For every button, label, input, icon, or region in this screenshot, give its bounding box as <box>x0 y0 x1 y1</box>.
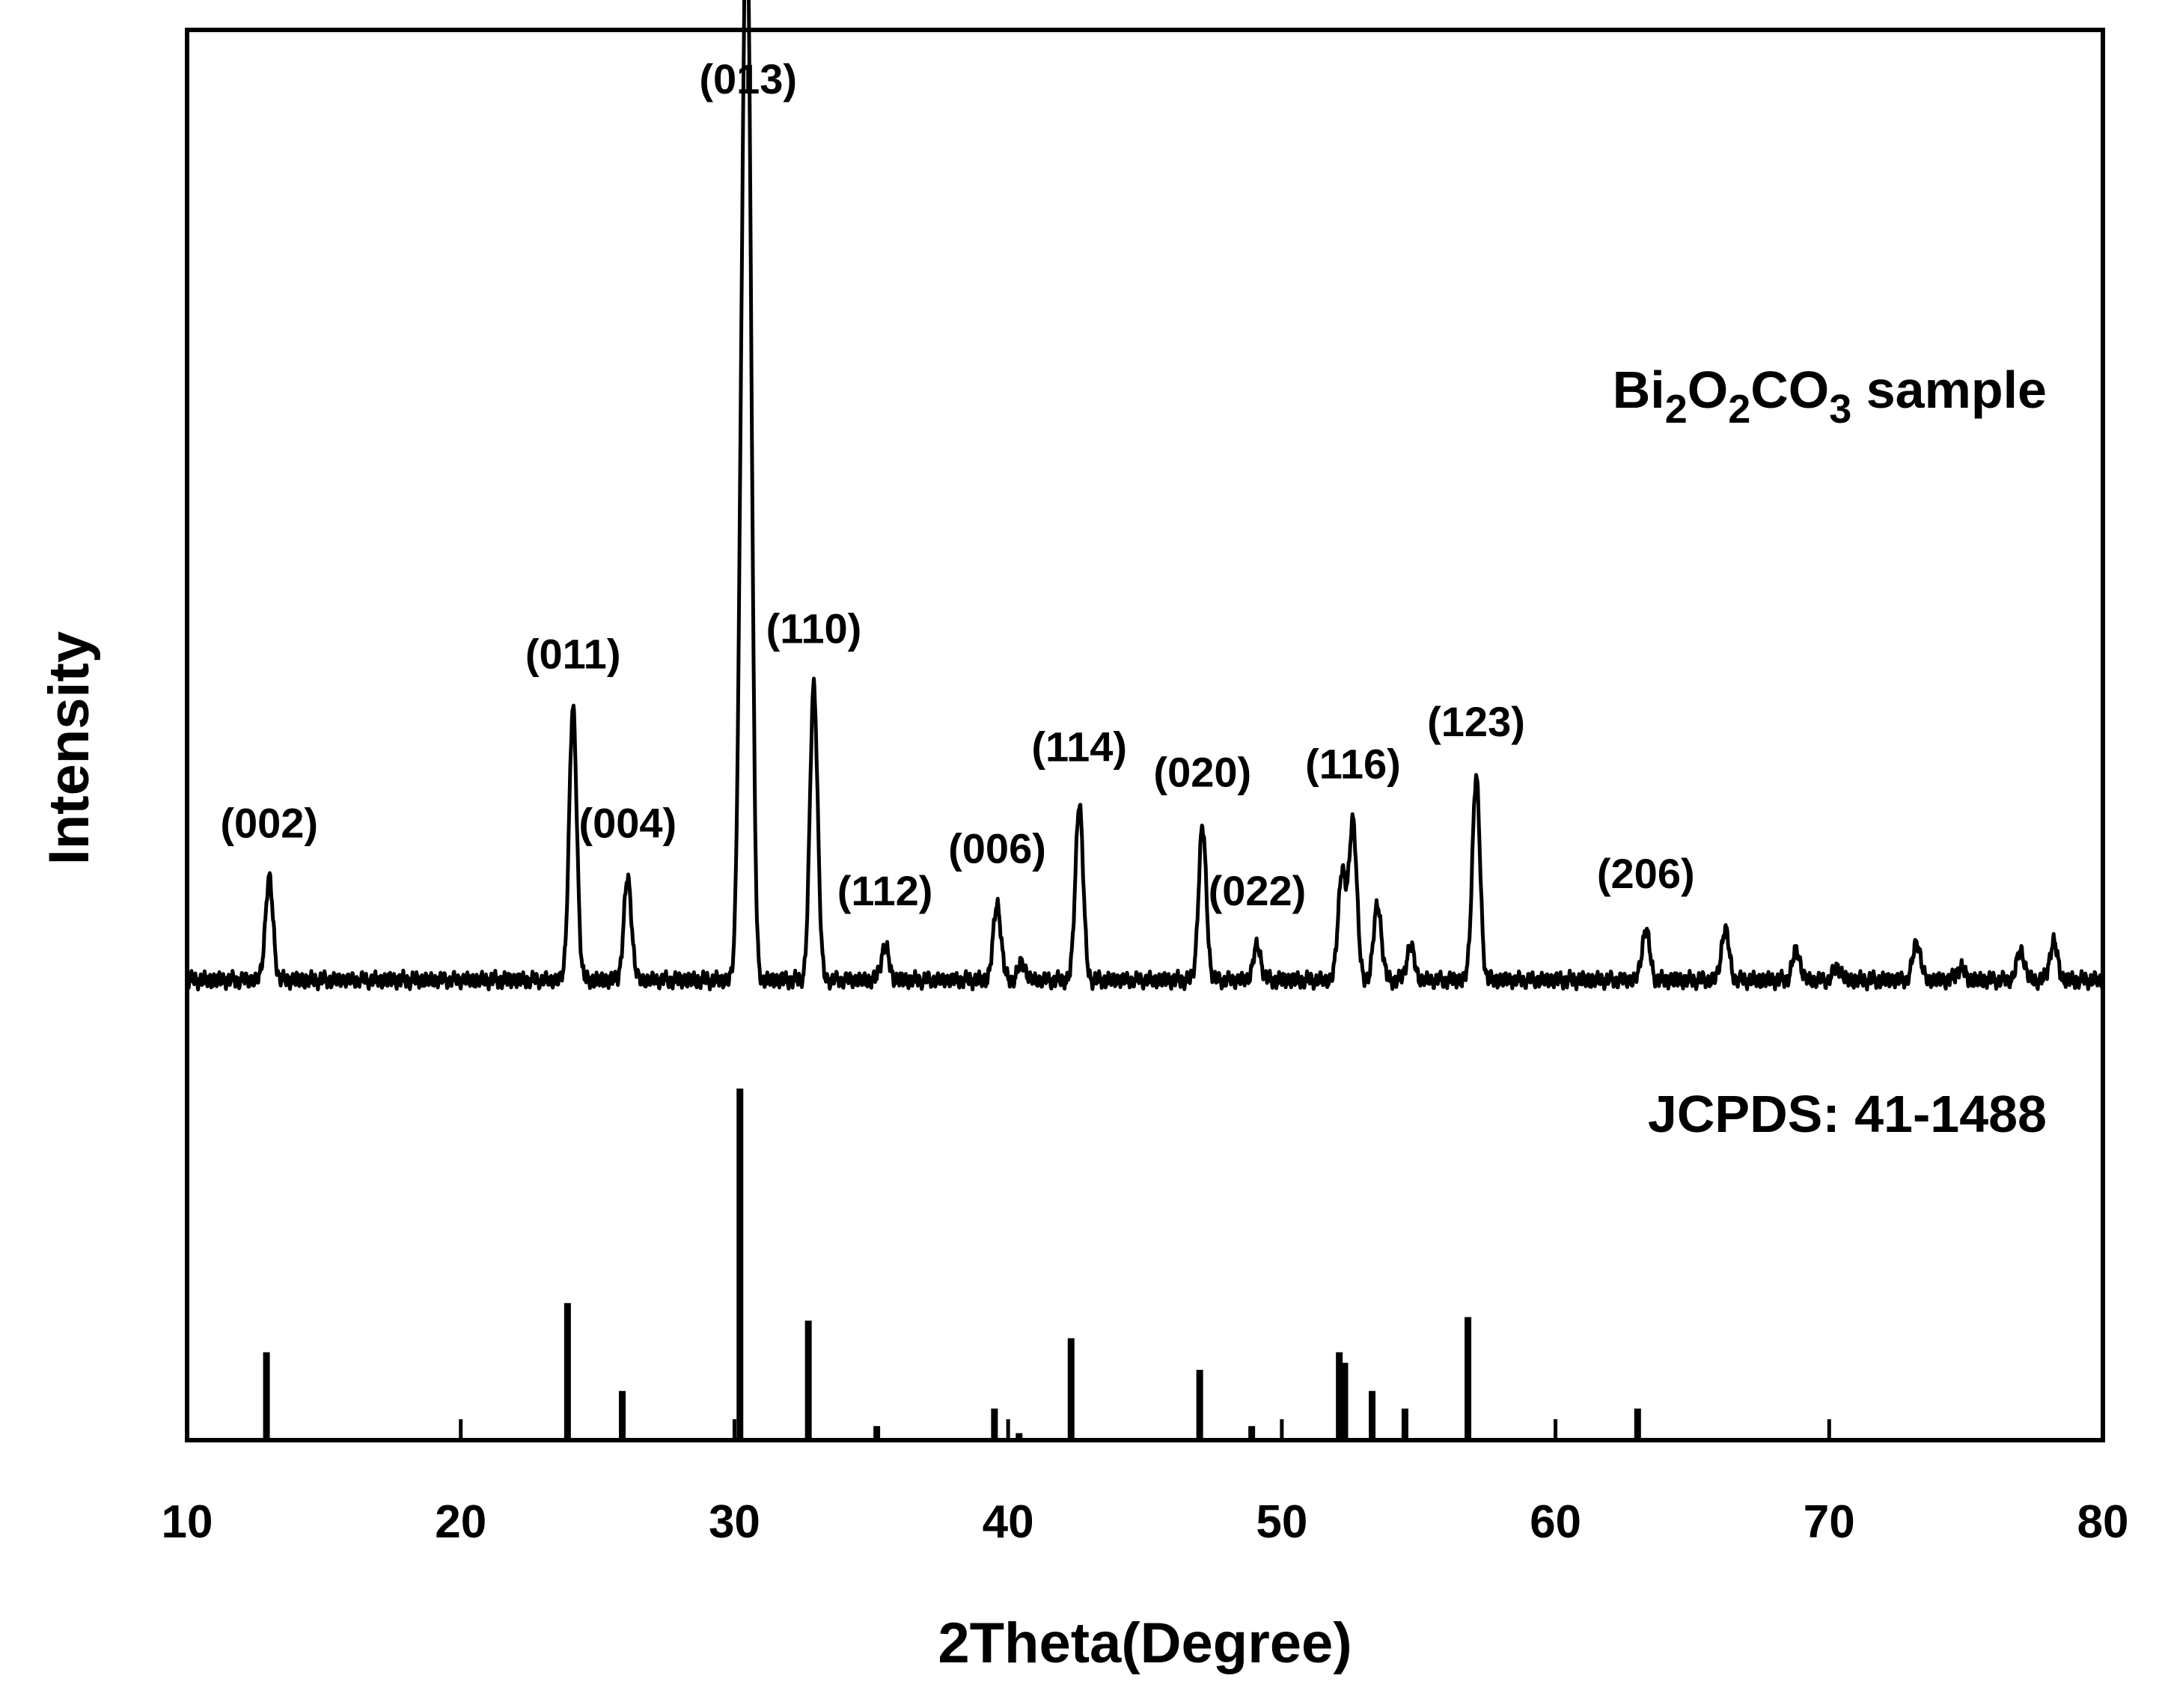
plot-frame <box>185 28 2105 1442</box>
x-tick-label-20: 20 <box>435 1496 486 1548</box>
x-tick-label-80: 80 <box>2077 1496 2129 1548</box>
sample-series-label: Bi2O2CO3 sample <box>1613 361 2047 432</box>
peak-label-123: (123) <box>1427 698 1525 745</box>
series-layer <box>185 0 2105 1440</box>
peak-label-110: (110) <box>766 605 862 652</box>
peak-label-022: (022) <box>1209 867 1307 914</box>
x-tick-label-30: 30 <box>709 1496 760 1548</box>
peak-label-020: (020) <box>1153 749 1251 796</box>
peak-labels: (002) (011) (004) (013) (110) (112) (006) (114)… <box>220 55 1694 914</box>
x-axis-tick-labels: 10 20 30 40 50 60 70 80 <box>162 1496 2129 1548</box>
x-tick-label-70: 70 <box>1804 1496 1855 1548</box>
peak-label-206: (206) <box>1597 850 1695 897</box>
peak-label-116: (116) <box>1305 740 1401 787</box>
peak-label-002: (002) <box>220 799 318 846</box>
x-axis-ticks <box>185 1419 2105 1440</box>
peak-label-013: (013) <box>699 55 797 102</box>
peak-label-004: (004) <box>578 799 677 846</box>
x-tick-label-50: 50 <box>1256 1496 1307 1548</box>
peak-label-114: (114) <box>1031 723 1127 771</box>
x-tick-label-10: 10 <box>162 1496 213 1548</box>
y-axis-title: Intensity <box>37 631 101 866</box>
x-axis-title: 2Theta(Degree) <box>938 1611 1352 1675</box>
peak-label-112: (112) <box>837 867 933 914</box>
reference-series-label: JCPDS: 41-1488 <box>1648 1085 2047 1143</box>
peak-label-011: (011) <box>525 630 621 677</box>
x-tick-label-60: 60 <box>1530 1496 1581 1548</box>
x-tick-label-40: 40 <box>983 1496 1034 1548</box>
peak-label-006: (006) <box>948 824 1046 872</box>
sample-pattern-line <box>185 0 2105 992</box>
